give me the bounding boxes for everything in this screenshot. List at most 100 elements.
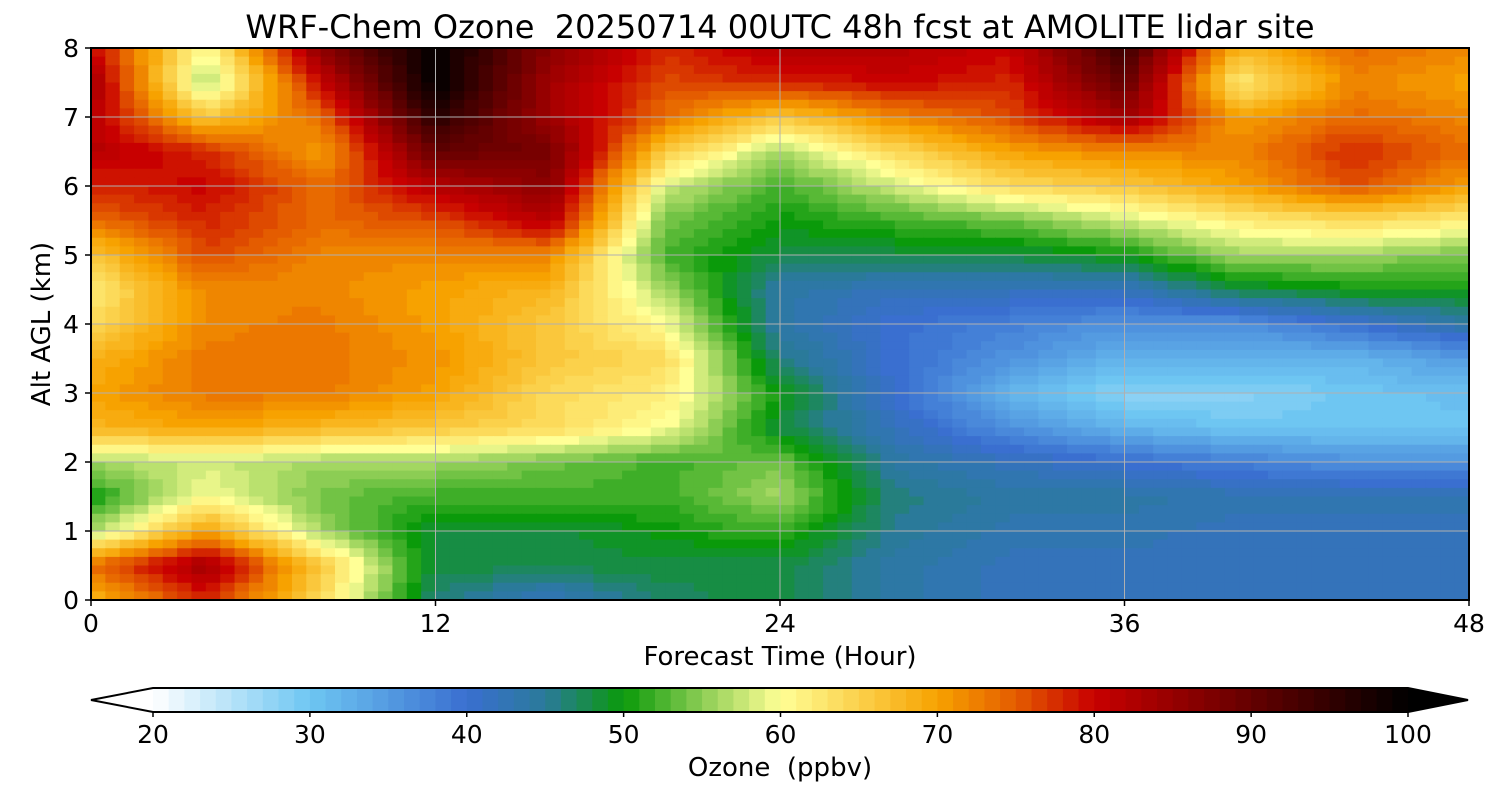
ozone-cell bbox=[794, 56, 810, 66]
ozone-cell bbox=[91, 462, 106, 472]
ozone-cell bbox=[1253, 479, 1269, 489]
ozone-cell bbox=[1024, 229, 1039, 239]
ozone-cell bbox=[507, 82, 523, 92]
ozone-cell bbox=[736, 298, 752, 308]
ozone-cell bbox=[751, 289, 767, 299]
ozone-cell bbox=[378, 436, 394, 446]
ozone-cell bbox=[851, 65, 867, 75]
ozone-cell bbox=[808, 401, 824, 411]
ozone-cell bbox=[464, 462, 480, 472]
ozone-cell bbox=[880, 255, 896, 265]
ozone-cell bbox=[349, 108, 365, 118]
ozone-cell bbox=[277, 315, 293, 325]
ozone-cell bbox=[320, 418, 336, 429]
ozone-cell bbox=[952, 306, 968, 316]
ozone-cell bbox=[1253, 125, 1269, 135]
ozone-cell bbox=[507, 470, 523, 480]
ozone-cell bbox=[679, 91, 695, 101]
ozone-cell bbox=[837, 142, 853, 153]
ozone-cell bbox=[492, 444, 508, 454]
ozone-cell bbox=[1382, 229, 1398, 239]
ozone-cell bbox=[894, 289, 910, 299]
ozone-cell bbox=[1124, 255, 1140, 265]
ozone-cell bbox=[521, 56, 537, 66]
ozone-cell bbox=[980, 410, 996, 420]
ozone-cell bbox=[392, 418, 408, 429]
ozone-cell bbox=[1038, 142, 1054, 153]
ozone-cell bbox=[894, 367, 910, 377]
ozone-cell bbox=[894, 427, 910, 437]
ozone-cell bbox=[134, 470, 150, 480]
ozone-cell bbox=[1253, 401, 1269, 411]
ozone-cell bbox=[923, 263, 939, 273]
ozone-cell bbox=[320, 91, 336, 101]
ozone-cell bbox=[607, 418, 623, 429]
ozone-cell bbox=[564, 487, 580, 498]
ozone-cell bbox=[1397, 332, 1413, 342]
ozone-cell bbox=[593, 117, 609, 127]
ozone-cell bbox=[220, 65, 236, 75]
ozone-cell bbox=[492, 410, 508, 420]
ozone-cell bbox=[1268, 73, 1283, 84]
ozone-cell bbox=[1153, 160, 1169, 170]
ozone-cell bbox=[1081, 203, 1097, 213]
ozone-cell bbox=[1224, 410, 1240, 420]
ozone-cell bbox=[119, 108, 135, 118]
ozone-cell bbox=[1181, 160, 1197, 170]
ozone-cell bbox=[191, 134, 207, 144]
ozone-cell bbox=[751, 479, 767, 489]
ozone-cell bbox=[220, 453, 236, 463]
ozone-cell bbox=[1339, 487, 1355, 498]
ozone-cell bbox=[780, 375, 795, 385]
ozone-cell bbox=[780, 418, 795, 429]
ozone-cell bbox=[1397, 358, 1413, 368]
ozone-cell bbox=[177, 272, 193, 282]
ozone-cell bbox=[248, 367, 264, 377]
ozone-cell bbox=[679, 168, 695, 178]
ozone-cell bbox=[1038, 401, 1054, 411]
ozone-cell bbox=[134, 367, 150, 377]
ozone-cell bbox=[1038, 65, 1054, 75]
ozone-cell bbox=[952, 211, 968, 222]
ozone-cell bbox=[1167, 255, 1183, 265]
ozone-cell bbox=[607, 160, 623, 170]
ozone-cell bbox=[550, 315, 566, 325]
ozone-cell bbox=[191, 91, 207, 101]
ozone-cell bbox=[306, 470, 322, 480]
ozone-cell bbox=[1181, 341, 1197, 351]
ozone-cell bbox=[1024, 479, 1039, 489]
ozone-cell bbox=[894, 229, 910, 239]
ozone-cell bbox=[521, 246, 537, 256]
ozone-cell bbox=[1440, 410, 1456, 420]
ozone-cell bbox=[248, 375, 264, 385]
ozone-cell bbox=[105, 384, 121, 394]
ozone-cell bbox=[995, 280, 1011, 291]
ozone-cell bbox=[593, 393, 609, 403]
ozone-cell bbox=[148, 375, 164, 385]
ozone-cell bbox=[980, 91, 996, 101]
ozone-cell bbox=[507, 393, 523, 403]
ozone-cell bbox=[1253, 99, 1269, 109]
ozone-cell bbox=[1081, 384, 1097, 394]
ozone-cell bbox=[478, 160, 494, 170]
ozone-cell bbox=[1153, 65, 1169, 75]
ozone-cell bbox=[1024, 418, 1039, 429]
ozone-cell bbox=[435, 194, 451, 204]
ozone-cell bbox=[134, 73, 150, 84]
ozone-cell bbox=[1095, 108, 1111, 118]
ozone-cell bbox=[1268, 401, 1283, 411]
ozone-cell bbox=[1239, 134, 1255, 144]
ozone-cell bbox=[736, 125, 752, 135]
ozone-cell bbox=[564, 384, 580, 394]
ozone-cell bbox=[248, 134, 264, 144]
ozone-cell bbox=[392, 160, 408, 170]
ozone-cell bbox=[263, 384, 279, 394]
ozone-cell bbox=[205, 444, 221, 454]
ozone-cell bbox=[535, 384, 551, 394]
ozone-cell bbox=[1325, 117, 1341, 127]
ozone-cell bbox=[291, 151, 307, 161]
ozone-cell bbox=[1196, 324, 1212, 334]
ozone-cell bbox=[220, 255, 236, 265]
ozone-cell bbox=[593, 479, 609, 489]
ozone-cell bbox=[966, 487, 982, 498]
